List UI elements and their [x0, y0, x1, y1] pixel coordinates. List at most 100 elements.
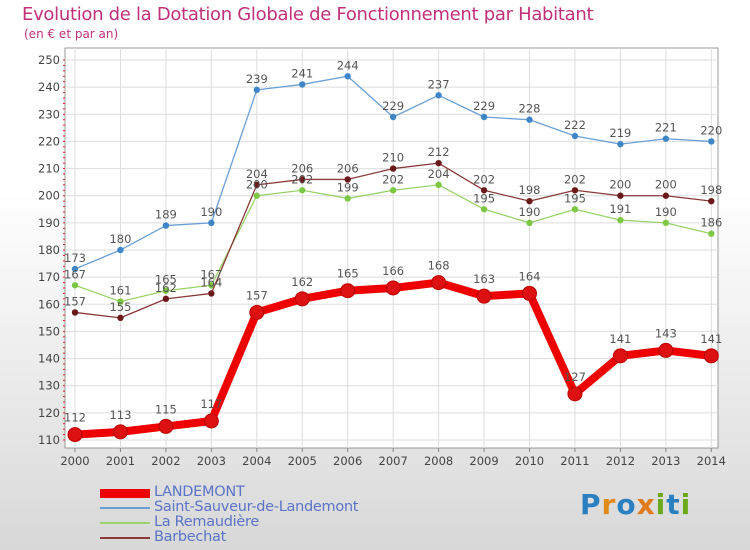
- data-point: [662, 135, 670, 142]
- data-point: [526, 219, 533, 227]
- data-label: 161: [109, 284, 131, 298]
- y-tick-label: 240: [38, 80, 60, 94]
- data-point: [612, 348, 628, 364]
- legend-item-barbechat: Barbechat: [100, 529, 400, 546]
- data-point: [708, 197, 715, 205]
- data-label: 204: [246, 167, 268, 181]
- data-label: 229: [382, 99, 404, 113]
- data-label: 162: [291, 275, 313, 289]
- data-point: [340, 283, 356, 299]
- data-label: 200: [246, 178, 268, 192]
- data-point: [708, 230, 715, 237]
- y-tick-label: 110: [38, 433, 60, 447]
- data-label: 115: [155, 402, 177, 416]
- y-tick-label: 180: [38, 243, 60, 257]
- data-label: 191: [609, 202, 631, 216]
- chart-title: Evolution de la Dotation Globale de Fonc…: [22, 4, 594, 25]
- y-tick-label: 250: [38, 53, 60, 67]
- data-point: [662, 219, 670, 227]
- x-tick-label: 2002: [151, 454, 180, 468]
- logo-letter: o: [616, 488, 637, 521]
- data-point: [480, 206, 488, 213]
- data-label: 112: [64, 411, 86, 425]
- data-point: [389, 187, 397, 194]
- data-label: 189: [155, 208, 177, 222]
- x-tick-label: 2008: [424, 454, 453, 468]
- y-tick-label: 190: [38, 216, 60, 230]
- data-point: [249, 304, 265, 320]
- data-label: 164: [200, 275, 222, 289]
- data-point: [431, 275, 447, 291]
- legend-label: Barbechat: [154, 529, 226, 545]
- data-point: [162, 222, 170, 229]
- y-tick-label: 140: [38, 352, 60, 366]
- data-point: [71, 309, 79, 316]
- data-label: 141: [609, 332, 631, 346]
- data-point: [435, 181, 442, 189]
- logo-letter: i: [655, 488, 667, 521]
- data-label: 222: [564, 118, 586, 132]
- data-label: 204: [428, 167, 450, 181]
- data-point: [617, 192, 624, 199]
- data-label: 186: [700, 216, 722, 230]
- legend-swatch: [100, 522, 150, 524]
- data-point: [567, 386, 583, 402]
- data-label: 198: [700, 183, 722, 197]
- data-point: [299, 81, 306, 88]
- x-tick-label: 2003: [197, 454, 226, 468]
- data-label: 190: [655, 205, 677, 219]
- data-point: [476, 288, 492, 304]
- data-label: 117: [200, 397, 222, 411]
- data-point: [294, 291, 310, 307]
- y-tick-label: 120: [38, 406, 60, 420]
- data-label: 157: [246, 288, 268, 302]
- y-tick-label: 170: [38, 270, 60, 284]
- x-tick-label: 2014: [697, 454, 726, 468]
- data-point: [162, 295, 170, 303]
- data-point: [526, 197, 533, 205]
- x-tick-label: 2001: [106, 454, 135, 468]
- data-label: 167: [64, 267, 86, 281]
- legend-swatch: [100, 488, 150, 498]
- data-point: [253, 181, 260, 189]
- logo-letter: x: [636, 488, 656, 521]
- data-point: [71, 282, 79, 289]
- data-point: [344, 176, 351, 183]
- data-label: 127: [564, 370, 586, 384]
- data-point: [617, 140, 624, 148]
- data-label: 141: [700, 332, 722, 346]
- y-tick-label: 160: [38, 297, 60, 311]
- x-tick-label: 2010: [515, 454, 544, 468]
- data-label: 210: [382, 151, 404, 165]
- data-point: [112, 424, 128, 440]
- data-point: [662, 192, 670, 199]
- data-label: 166: [382, 264, 404, 278]
- data-label: 165: [155, 273, 177, 287]
- data-point: [299, 187, 306, 194]
- data-point: [208, 290, 215, 297]
- data-point: [522, 285, 537, 301]
- y-tick-label: 210: [38, 162, 60, 176]
- data-label: 239: [246, 72, 268, 86]
- x-tick-label: 2009: [469, 454, 498, 468]
- legend-item-saint-sauveur: Saint-Sauveur-de-Landemont: [100, 499, 400, 516]
- data-point: [703, 348, 719, 364]
- data-point: [253, 86, 260, 94]
- y-tick-label: 230: [38, 107, 60, 121]
- data-point: [435, 92, 442, 99]
- data-point: [253, 192, 260, 199]
- data-label: 167: [200, 267, 222, 281]
- data-label: 180: [109, 232, 131, 246]
- data-label: 228: [519, 102, 541, 116]
- legend-swatch: [100, 507, 150, 509]
- data-label: 206: [291, 161, 313, 175]
- data-point: [117, 246, 124, 254]
- y-tick-label: 200: [38, 189, 60, 203]
- data-label: 113: [109, 408, 131, 422]
- x-tick-label: 2000: [60, 454, 89, 468]
- data-point: [526, 116, 533, 123]
- data-point: [117, 298, 124, 305]
- proxiti-logo: Proxiti: [580, 488, 691, 521]
